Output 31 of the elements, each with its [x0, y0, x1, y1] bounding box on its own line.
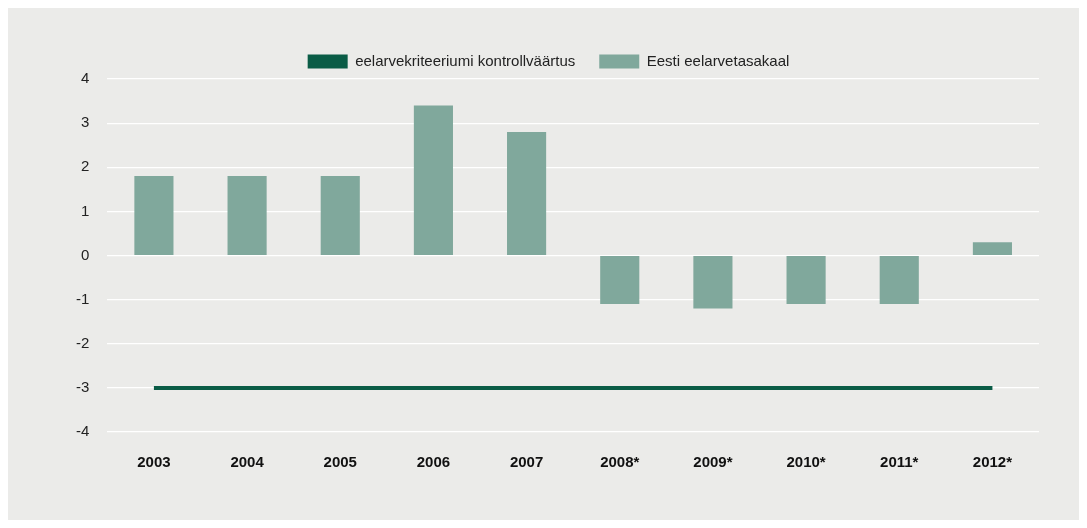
y-tick-label: 2 [80, 157, 90, 175]
x-tick-label: 2012* [972, 453, 1013, 471]
y-tick-label: -3 [75, 378, 90, 396]
legend-label: eelarvekriteeriumi kontrollväärtus [355, 51, 576, 69]
x-tick-label: 2007 [509, 453, 544, 471]
bar [227, 176, 267, 255]
x-tick-label: 2009* [693, 453, 733, 471]
bar [413, 105, 453, 255]
y-tick-label: -2 [75, 333, 90, 351]
bar [972, 242, 1012, 255]
y-tick-label: -4 [75, 422, 90, 440]
bar [879, 256, 919, 305]
bar [320, 176, 360, 255]
legend-label: Eesti eelarvetasakaal [646, 51, 790, 69]
y-tick-label: 4 [80, 69, 90, 87]
y-tick-label: -1 [75, 289, 90, 307]
y-tick-label: 1 [80, 201, 90, 219]
bar [134, 176, 174, 255]
x-tick-label: 2003 [137, 453, 171, 471]
x-tick-label: 2006 [416, 453, 451, 471]
x-tick-label: 2004 [230, 453, 265, 471]
x-tick-label: 2008* [600, 453, 640, 471]
bar [693, 256, 733, 309]
bar [600, 256, 640, 305]
y-tick-label: 0 [80, 245, 90, 263]
bar [507, 131, 547, 255]
x-tick-label: 2010* [786, 453, 826, 471]
y-tick-label: 3 [80, 113, 90, 131]
x-tick-label: 2011* [880, 453, 919, 471]
bar [786, 256, 826, 305]
x-tick-label: 2005 [323, 453, 357, 471]
